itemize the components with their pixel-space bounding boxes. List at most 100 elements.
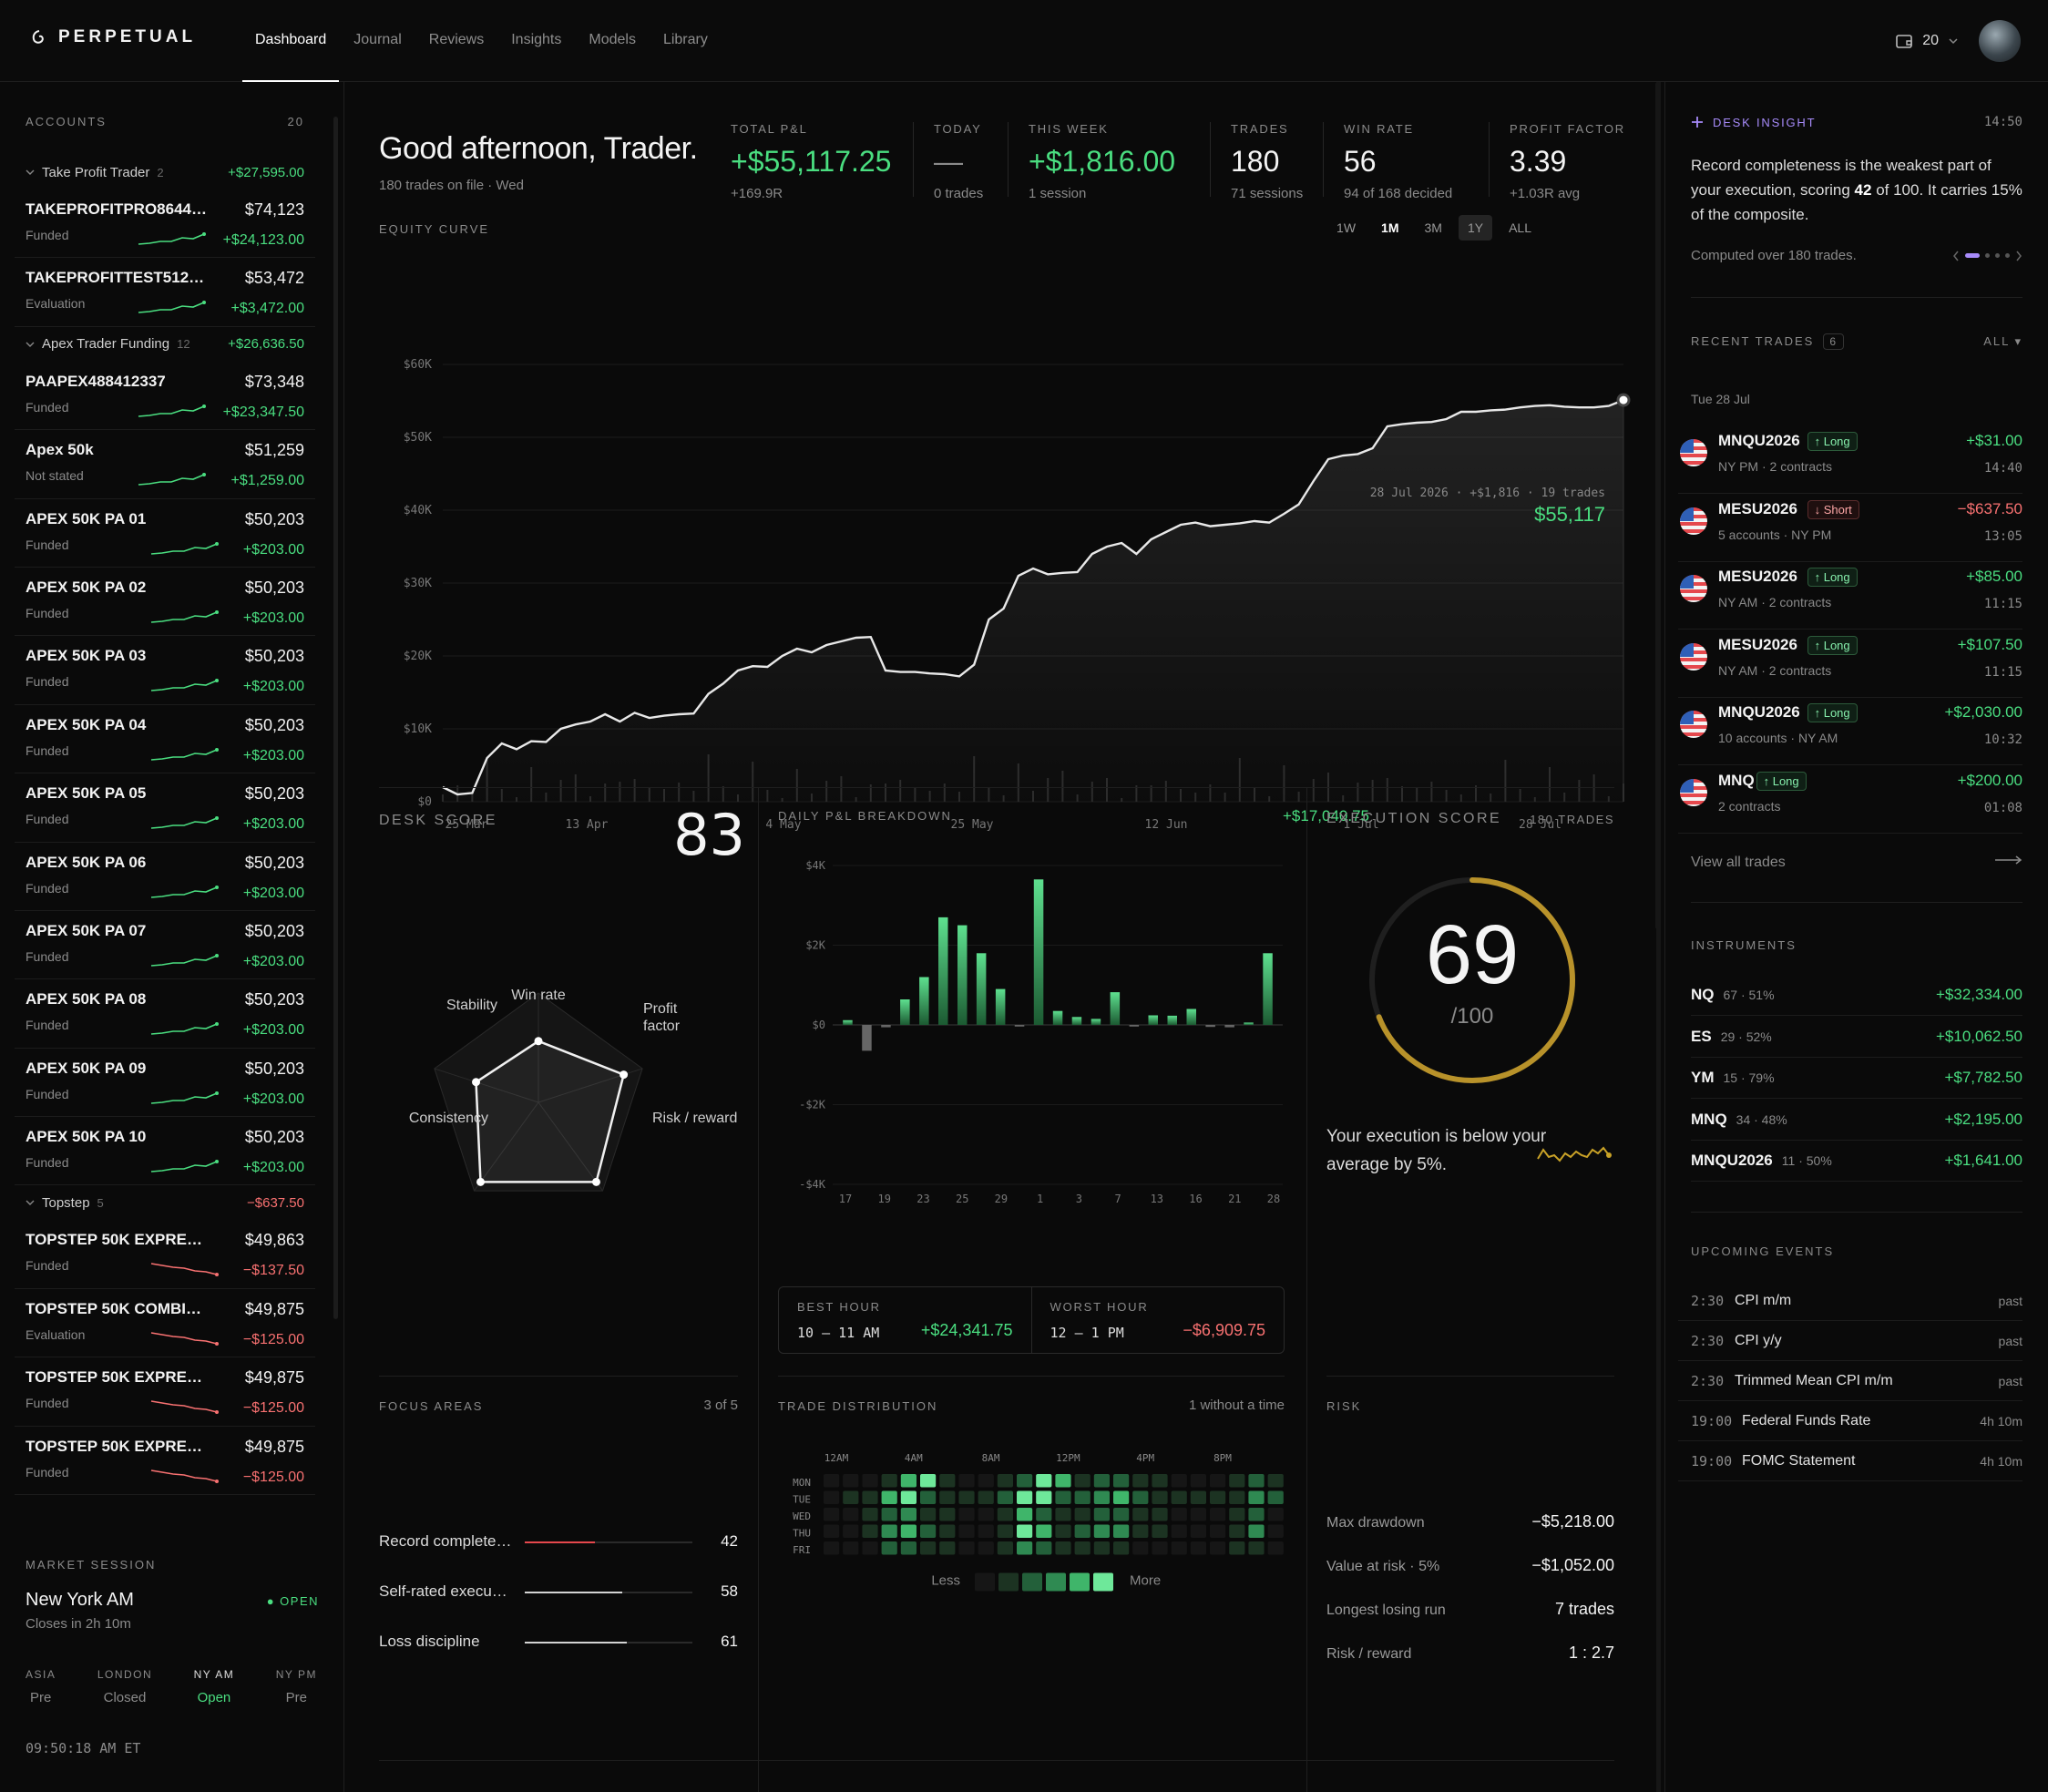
heat-cell[interactable] bbox=[1055, 1474, 1071, 1488]
heat-cell[interactable] bbox=[824, 1490, 840, 1505]
trade-row[interactable]: MNQ ↑ Long 2 contracts +$200.00 01:08 bbox=[1678, 766, 2022, 834]
event-row[interactable]: 2:30 CPI m/m past bbox=[1678, 1281, 2022, 1321]
pnl-bar[interactable] bbox=[976, 953, 987, 1025]
nav-tab-journal[interactable]: Journal bbox=[353, 32, 402, 47]
pager-dot[interactable] bbox=[1995, 253, 2000, 258]
heat-cell[interactable] bbox=[1036, 1524, 1052, 1539]
focus-row[interactable]: Record complete… 42 bbox=[379, 1529, 738, 1556]
account-row[interactable]: TAKEPROFITPRO8644… $74,123 Funded +$24,123.… bbox=[15, 189, 315, 259]
heat-cell[interactable] bbox=[1267, 1490, 1284, 1505]
heat-cell[interactable] bbox=[920, 1541, 937, 1555]
instrument-row[interactable]: ES 29 · 52% +$10,062.50 bbox=[1691, 1017, 2022, 1058]
heat-cell[interactable] bbox=[881, 1541, 897, 1555]
account-group[interactable]: Topstep 5 −$637.50 bbox=[15, 1185, 315, 1220]
heat-cell[interactable] bbox=[900, 1490, 916, 1505]
heat-cell[interactable] bbox=[1132, 1524, 1149, 1539]
heat-cell[interactable] bbox=[997, 1490, 1013, 1505]
heat-cell[interactable] bbox=[900, 1541, 916, 1555]
nav-tab-models[interactable]: Models bbox=[589, 32, 636, 47]
heat-cell[interactable] bbox=[824, 1474, 840, 1488]
account-row[interactable]: TAKEPROFITTEST51290… $53,472 Evaluation +$3… bbox=[15, 258, 315, 327]
heat-cell[interactable] bbox=[939, 1490, 956, 1505]
heat-cell[interactable] bbox=[1093, 1490, 1110, 1505]
heat-cell[interactable] bbox=[1190, 1508, 1206, 1521]
heat-cell[interactable] bbox=[1132, 1508, 1149, 1521]
heat-cell[interactable] bbox=[1074, 1490, 1091, 1505]
heat-cell[interactable] bbox=[1113, 1490, 1130, 1505]
account-row[interactable]: TOPSTEP 50K EXPRESS 2 $49,875 Funded −$125.… bbox=[15, 1427, 315, 1496]
heat-cell[interactable] bbox=[1171, 1524, 1187, 1539]
heat-cell[interactable] bbox=[1229, 1490, 1245, 1505]
heat-cell[interactable] bbox=[978, 1474, 994, 1488]
heat-cell[interactable] bbox=[920, 1474, 937, 1488]
heat-cell[interactable] bbox=[1055, 1508, 1071, 1521]
heat-cell[interactable] bbox=[1248, 1541, 1265, 1555]
heat-cell[interactable] bbox=[939, 1541, 956, 1555]
pager-dot[interactable] bbox=[2005, 253, 2010, 258]
heat-cell[interactable] bbox=[1132, 1474, 1149, 1488]
heat-cell[interactable] bbox=[1093, 1474, 1110, 1488]
trade-row[interactable]: MNQU2026 ↑ Long NY PM · 2 contracts +$31.00… bbox=[1678, 426, 2022, 494]
heat-cell[interactable] bbox=[1171, 1490, 1187, 1505]
heat-cell[interactable] bbox=[1036, 1541, 1052, 1555]
heat-cell[interactable] bbox=[939, 1508, 956, 1521]
heat-cell[interactable] bbox=[843, 1541, 859, 1555]
heat-cell[interactable] bbox=[1210, 1474, 1226, 1488]
heat-cell[interactable] bbox=[1074, 1524, 1091, 1539]
pnl-bar[interactable] bbox=[919, 977, 929, 1026]
heat-cell[interactable] bbox=[1248, 1490, 1265, 1505]
heat-cell[interactable] bbox=[1229, 1508, 1245, 1521]
heat-cell[interactable] bbox=[881, 1508, 897, 1521]
heat-cell[interactable] bbox=[1055, 1541, 1071, 1555]
heat-cell[interactable] bbox=[920, 1490, 937, 1505]
heat-cell[interactable] bbox=[978, 1524, 994, 1539]
account-row[interactable]: APEX 50K PA 06 $50,203 Funded +$203.00 bbox=[15, 843, 315, 911]
pnl-bar[interactable] bbox=[1186, 1009, 1197, 1026]
account-row[interactable]: TOPSTEP 50K EXPRESS 1 $49,875 Funded −$125.… bbox=[15, 1357, 315, 1427]
heat-cell[interactable] bbox=[1074, 1508, 1091, 1521]
heat-cell[interactable] bbox=[997, 1508, 1013, 1521]
heat-cell[interactable] bbox=[1055, 1524, 1071, 1539]
heat-cell[interactable] bbox=[1036, 1508, 1052, 1521]
instrument-row[interactable]: MNQ 34 · 48% +$2,195.00 bbox=[1691, 1100, 2022, 1141]
trade-row[interactable]: MESU2026 ↓ Short 5 accounts · NY PM −$637.5… bbox=[1678, 495, 2022, 562]
account-row[interactable]: TOPSTEP 50K EXPRESS 3 $49,863 Funded −$137.… bbox=[15, 1220, 315, 1289]
trade-row[interactable]: MESU2026 ↑ Long NY AM · 2 contracts +$107.5… bbox=[1678, 630, 2022, 698]
event-row[interactable]: 2:30 CPI y/y past bbox=[1678, 1321, 2022, 1361]
heat-cell[interactable] bbox=[1267, 1524, 1284, 1539]
pnl-bar[interactable] bbox=[1110, 992, 1121, 1025]
pnl-bar[interactable] bbox=[1014, 1025, 1025, 1027]
nav-tab-insights[interactable]: Insights bbox=[511, 32, 562, 47]
account-row[interactable]: APEX 50K PA 02 $50,203 Funded +$203.00 bbox=[15, 568, 315, 637]
range-all[interactable]: ALL bbox=[1509, 220, 1531, 235]
heat-cell[interactable] bbox=[1017, 1524, 1033, 1539]
pnl-bar[interactable] bbox=[1263, 953, 1273, 1025]
nav-tab-dashboard[interactable]: Dashboard bbox=[242, 0, 340, 82]
heat-cell[interactable] bbox=[1113, 1508, 1130, 1521]
heat-cell[interactable] bbox=[1093, 1541, 1110, 1555]
brand-logo[interactable]: PERPETUAL bbox=[31, 27, 196, 47]
heat-cell[interactable] bbox=[1152, 1490, 1168, 1505]
heat-cell[interactable] bbox=[1229, 1541, 1245, 1555]
account-row[interactable]: APEX 50K PA 10 $50,203 Funded +$203.00 bbox=[15, 1117, 315, 1186]
instrument-row[interactable]: NQ 67 · 51% +$32,334.00 bbox=[1691, 975, 2022, 1016]
account-row[interactable]: APEX 50K PA 09 $50,203 Funded +$203.00 bbox=[15, 1049, 315, 1118]
pnl-bar[interactable] bbox=[862, 1025, 872, 1051]
range-1y[interactable]: 1Y bbox=[1458, 215, 1493, 241]
heat-cell[interactable] bbox=[1210, 1508, 1226, 1521]
heat-cell[interactable] bbox=[862, 1490, 878, 1505]
pnl-bar[interactable] bbox=[1167, 1015, 1178, 1025]
heat-cell[interactable] bbox=[1074, 1474, 1091, 1488]
pnl-bar[interactable] bbox=[1091, 1019, 1101, 1025]
heat-cell[interactable] bbox=[1132, 1490, 1149, 1505]
pnl-bar[interactable] bbox=[1129, 1025, 1140, 1027]
heat-cell[interactable] bbox=[1171, 1508, 1187, 1521]
equity-last-point[interactable] bbox=[1616, 393, 1631, 407]
heat-cell[interactable] bbox=[824, 1524, 840, 1539]
heat-cell[interactable] bbox=[1171, 1474, 1187, 1488]
heat-cell[interactable] bbox=[1190, 1541, 1206, 1555]
account-row[interactable]: PAAPEX488412337 $73,348 Funded +$23,347.50 bbox=[15, 362, 315, 431]
heat-cell[interactable] bbox=[843, 1524, 859, 1539]
heat-cell[interactable] bbox=[862, 1474, 878, 1488]
pnl-bar[interactable] bbox=[1244, 1022, 1254, 1025]
